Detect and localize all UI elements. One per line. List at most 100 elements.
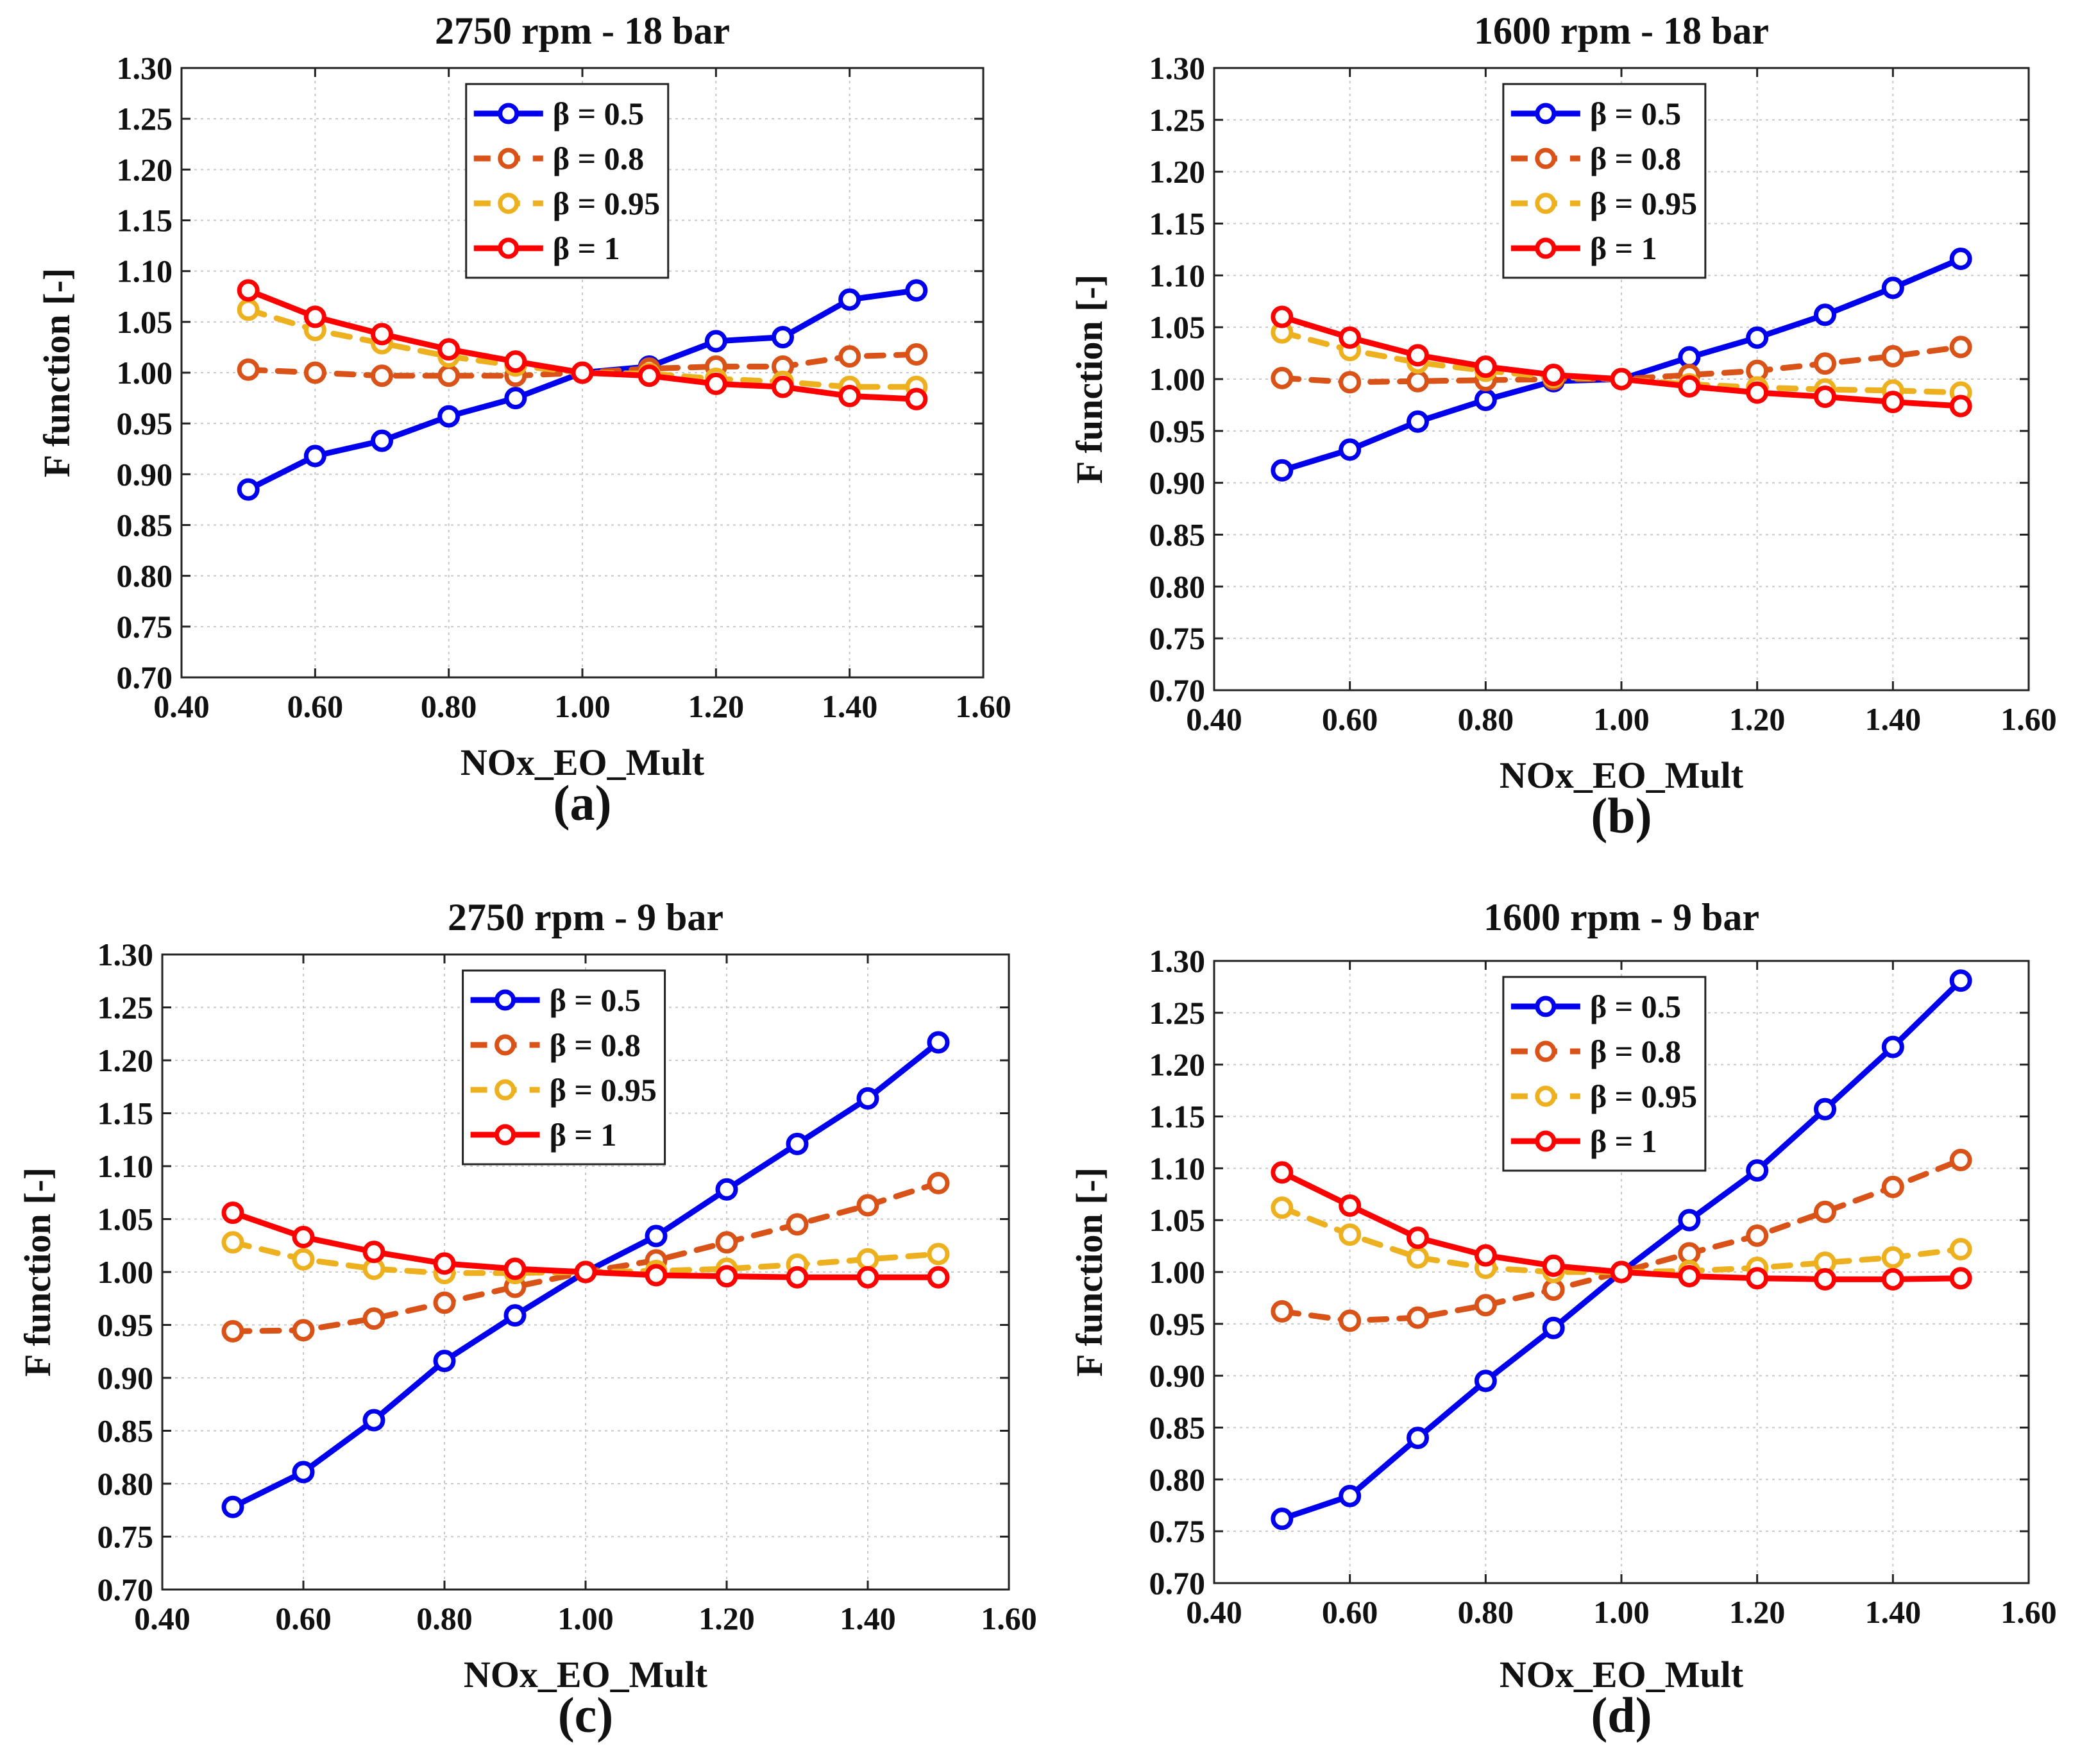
data-point: [1271, 305, 1294, 328]
legend-marker: [1535, 148, 1557, 169]
data-point: [905, 343, 928, 366]
x-tick-label: 1.60: [2000, 701, 2057, 737]
y-tick-label: 0.80: [117, 558, 173, 594]
legend-marker: [1535, 1130, 1557, 1152]
y-tick-label: 1.20: [1149, 1047, 1206, 1083]
y-tick-label: 0.90: [117, 456, 173, 492]
data-point: [1271, 366, 1294, 389]
x-tick-label: 1.40: [840, 1600, 896, 1636]
legend-label: β = 0.8: [553, 140, 644, 176]
y-tick-label: 0.70: [1149, 1565, 1206, 1601]
x-tick-label: 0.40: [1186, 1594, 1242, 1630]
y-tick-label: 1.25: [1149, 102, 1206, 138]
data-point: [1949, 1148, 1972, 1171]
x-tick-label: 0.60: [1322, 701, 1378, 737]
data-point: [237, 298, 260, 321]
x-tick-label: 1.60: [981, 1600, 1037, 1636]
y-tick-label: 0.95: [97, 1307, 154, 1343]
data-point: [786, 1132, 809, 1155]
data-point: [292, 1319, 315, 1342]
data-point: [1746, 1224, 1769, 1247]
data-point: [292, 1461, 315, 1484]
legend: β = 0.5 β = 0.8 β = 0.95 β = 1: [1502, 976, 1707, 1172]
y-tick-label: 1.30: [97, 937, 154, 972]
data-point: [772, 375, 794, 398]
legend: β = 0.5 β = 0.8 β = 0.95 β = 1: [462, 969, 666, 1166]
x-tick-label: 1.20: [1729, 1594, 1786, 1630]
y-axis-label: F function [-]: [1069, 275, 1110, 484]
x-tick-label: 0.40: [1186, 701, 1242, 737]
data-point: [292, 1226, 315, 1249]
y-tick-label: 0.90: [1149, 465, 1206, 501]
y-tick-label: 1.00: [1149, 1254, 1206, 1290]
data-point: [1678, 1264, 1701, 1287]
x-tick-label: 0.40: [153, 688, 210, 724]
chart-panel-1: 0.40 0.60 0.80 1.00 1.20 1.40 1.60 0.70 0.75 0.80…: [36, 10, 1011, 831]
data-point: [221, 1231, 244, 1254]
data-point: [1474, 1370, 1497, 1393]
y-tick-label: 0.80: [97, 1466, 154, 1502]
data-point: [1881, 391, 1904, 414]
data-point: [772, 326, 794, 349]
data-point: [1407, 410, 1429, 433]
data-point: [1542, 1278, 1565, 1301]
legend-marker: [495, 1034, 516, 1056]
data-point: [1339, 1484, 1362, 1507]
legend-label: β = 0.8: [550, 1027, 641, 1063]
x-tick-label: 0.60: [1322, 1594, 1378, 1630]
y-tick-label: 1.30: [117, 50, 173, 86]
data-point: [1407, 344, 1429, 367]
data-point: [927, 1266, 950, 1289]
data-point: [704, 372, 727, 395]
y-tick-label: 1.25: [117, 101, 173, 137]
chart-panel-4: 0.40 0.60 0.80 1.00 1.20 1.40 1.60 0.70 0.75 0.80…: [1069, 896, 2057, 1743]
legend-label: β = 0.95: [553, 185, 660, 221]
x-tick-label: 0.40: [134, 1600, 190, 1636]
data-point: [1949, 1237, 1972, 1260]
chart-title: 2750 rpm - 9 bar: [448, 896, 723, 938]
y-tick-label: 1.30: [1149, 943, 1206, 979]
legend-marker: [495, 1079, 516, 1101]
data-point: [1881, 276, 1904, 300]
data-point: [371, 323, 393, 346]
data-point: [303, 445, 326, 468]
data-point: [838, 345, 861, 368]
data-point: [1746, 1159, 1769, 1182]
x-tick-label: 1.20: [688, 688, 745, 724]
data-point: [503, 1304, 527, 1327]
data-point: [1814, 1098, 1836, 1121]
data-point: [786, 1266, 809, 1289]
x-axis-label: NOx_EO_Mult: [464, 1654, 708, 1695]
data-point: [437, 364, 461, 387]
legend: β = 0.5 β = 0.8 β = 0.95 β = 1: [465, 83, 670, 279]
legend: β = 0.5 β = 0.8 β = 0.95 β = 1: [1502, 83, 1707, 279]
x-tick-label: 1.60: [2000, 1594, 2057, 1630]
legend-label: β = 1: [553, 230, 620, 266]
data-point: [1474, 1294, 1497, 1317]
y-tick-label: 1.05: [117, 304, 173, 340]
y-tick-label: 0.70: [97, 1572, 154, 1607]
data-point: [1339, 326, 1362, 349]
legend-label: β = 0.5: [1590, 96, 1681, 131]
panel-caption: (d): [1591, 1687, 1652, 1743]
chart-title: 1600 rpm - 18 bar: [1474, 10, 1769, 52]
x-tick-label: 1.00: [554, 688, 611, 724]
data-point: [1339, 1223, 1362, 1246]
data-point: [856, 1266, 879, 1289]
data-point: [371, 364, 393, 387]
legend-marker: [495, 1124, 516, 1146]
y-tick-label: 0.75: [1149, 620, 1206, 656]
data-point: [1271, 1161, 1294, 1184]
data-point: [856, 1087, 879, 1110]
panel-caption: (b): [1591, 788, 1652, 844]
data-point: [1339, 1309, 1362, 1332]
x-tick-label: 1.00: [1593, 1594, 1650, 1630]
y-axis-label: F function [-]: [1069, 1167, 1110, 1377]
y-tick-label: 1.00: [117, 355, 173, 391]
y-tick-label: 1.00: [97, 1254, 154, 1290]
legend-marker: [498, 192, 520, 214]
data-point: [1407, 1306, 1429, 1329]
data-point: [433, 1350, 456, 1373]
data-point: [433, 1252, 456, 1275]
